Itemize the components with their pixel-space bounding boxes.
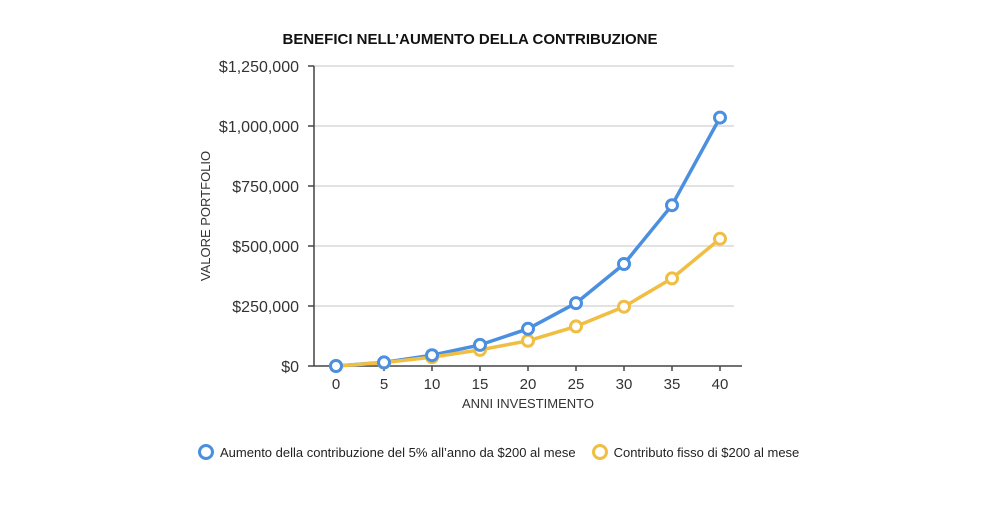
y-axis-label: VALORE PORTFOLIO	[198, 151, 213, 281]
x-tick-label: 35	[664, 376, 681, 393]
legend-label: Aumento della contribuzione del 5% all’a…	[220, 444, 576, 460]
data-point-series-0	[521, 321, 535, 336]
data-point-series-0	[617, 257, 631, 271]
y-tick-label: $1,000,000	[219, 119, 299, 136]
y-tick-label: $250,000	[232, 299, 299, 316]
data-point-series-0	[569, 296, 583, 311]
x-tick-label: 15	[472, 376, 489, 393]
x-tick-label: 25	[568, 376, 585, 393]
data-point-series-1	[569, 319, 583, 334]
x-tick-label: 30	[616, 376, 633, 393]
data-point-series-0	[713, 110, 727, 125]
series-lines	[329, 110, 727, 373]
data-point-series-1	[617, 299, 631, 314]
legend-item-series-1[interactable]: Contributo fisso di $200 al mese	[591, 444, 800, 460]
data-point-series-0	[329, 359, 343, 373]
legend-marker-icon	[198, 444, 214, 460]
y-axis-ticks: $0 $250,000 $500,000 $750,000 $1,000,000 $1,2…	[219, 59, 314, 376]
y-tick-label: $0	[281, 359, 299, 376]
legend: Aumento della contribuzione del 5% all’a…	[198, 444, 815, 460]
y-tick-label: $1,250,000	[219, 59, 299, 76]
data-point-series-1	[665, 271, 679, 286]
legend-item-series-0[interactable]: Aumento della contribuzione del 5% all’a…	[198, 444, 576, 460]
y-tick-label: $750,000	[232, 179, 299, 196]
x-axis-ticks: 0 5 10 15 20 25 30 35 40	[332, 366, 729, 393]
x-tick-label: 5	[380, 376, 388, 393]
legend-marker-icon	[591, 444, 608, 460]
legend-label: Contributo fisso di $200 al mese	[613, 444, 800, 460]
x-axis-label: ANNI INVESTIMENTO	[462, 396, 594, 411]
data-point-series-1	[521, 333, 535, 348]
chart-title: BENEFICI NELL’AUMENTO DELLA CONTRIBUZION…	[283, 31, 658, 48]
data-point-series-0	[425, 348, 439, 363]
data-point-series-0	[473, 337, 487, 352]
x-tick-label: 0	[332, 376, 340, 393]
y-tick-label: $500,000	[232, 239, 299, 256]
x-tick-label: 40	[712, 376, 729, 393]
x-tick-label: 10	[424, 376, 441, 393]
x-tick-label: 20	[520, 376, 537, 393]
gridlines	[314, 65, 734, 307]
data-point-series-0	[377, 355, 391, 370]
data-point-series-0	[665, 198, 679, 213]
data-point-series-1	[713, 231, 727, 246]
